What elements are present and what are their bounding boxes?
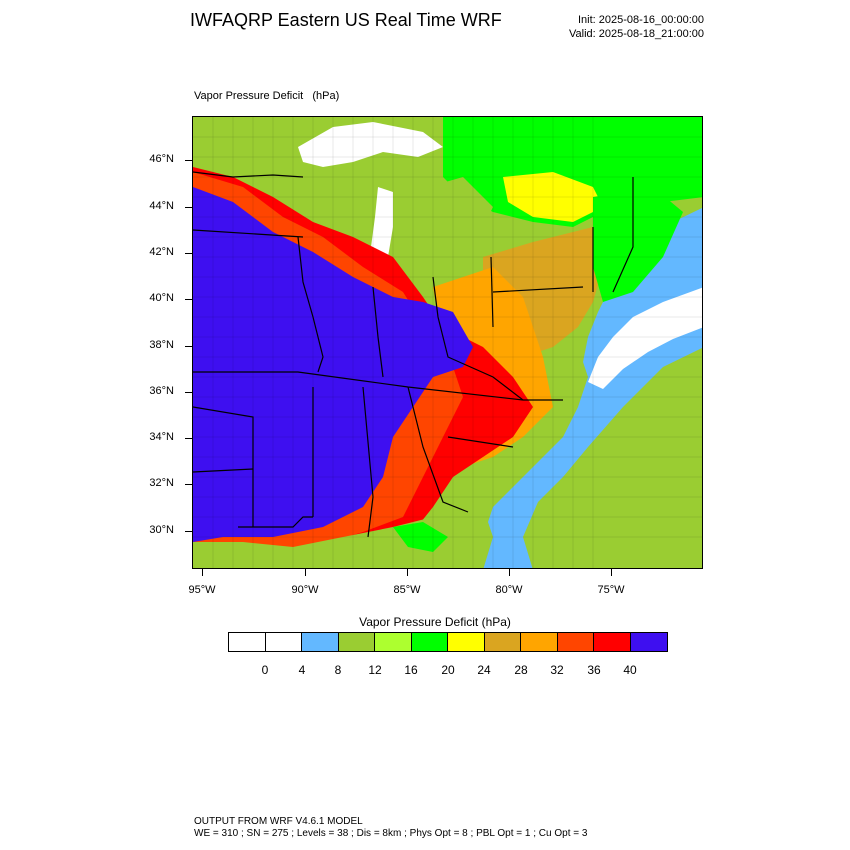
colorbar-label: 36	[587, 663, 601, 677]
lat-label-38n: 38°N	[149, 339, 174, 351]
colorbar-label: 24	[477, 663, 491, 677]
footer-line: WE = 310 ; SN = 275 ; Levels = 38 ; Dis …	[194, 828, 588, 839]
colorbar-label: 8	[334, 663, 342, 677]
footer-line: OUTPUT FROM WRF V4.6.1 MODEL	[194, 816, 363, 827]
map-panel	[192, 116, 703, 569]
lon-label-95w: 95°W	[188, 584, 216, 596]
lat-tick	[185, 253, 192, 254]
lat-tick	[185, 438, 192, 439]
colorbar-label: 32	[550, 663, 564, 677]
colorbar-box	[229, 633, 266, 651]
lat-tick	[185, 392, 192, 393]
run-time-info: Init: 2025-08-16_00:00:00 Valid: 2025-08…	[569, 13, 704, 41]
lat-tick	[185, 484, 192, 485]
colorbar-box	[557, 633, 594, 651]
field-label: Vapor Pressure Deficit (hPa)	[194, 90, 340, 102]
county-grid	[193, 117, 702, 568]
colorbar-box	[484, 633, 521, 651]
lon-tick	[509, 569, 510, 576]
lake-ontario	[518, 229, 568, 247]
colorbar	[228, 632, 668, 652]
high-vpd-core	[193, 187, 473, 542]
offshore-patch	[523, 347, 702, 568]
lat-tick	[185, 207, 192, 208]
gulf-green-patch	[393, 522, 448, 552]
colorbar-title: Vapor Pressure Deficit (hPa)	[359, 615, 511, 629]
lat-label-34n: 34°N	[149, 431, 174, 443]
colorbar-box	[594, 633, 631, 651]
state-boundaries	[193, 171, 634, 538]
lat-tick	[185, 160, 192, 161]
colorbar-label: 4	[298, 663, 306, 677]
lat-label-32n: 32°N	[149, 477, 174, 489]
lat-label-30n: 30°N	[149, 524, 174, 536]
valid-time: Valid: 2025-08-18_21:00:00	[569, 28, 704, 40]
init-time: Init: 2025-08-16_00:00:00	[578, 14, 704, 26]
lon-tick	[611, 569, 612, 576]
colorbar-label: 40	[623, 663, 637, 677]
vpd-map	[193, 117, 702, 568]
lat-label-36n: 36°N	[149, 385, 174, 397]
canada-yellow	[503, 172, 603, 222]
colorbar-box	[375, 633, 412, 651]
lat-tick	[185, 299, 192, 300]
lon-label-75w: 75°W	[597, 584, 625, 596]
lat-label-44n: 44°N	[149, 200, 174, 212]
lat-label-40n: 40°N	[149, 292, 174, 304]
colorbar-box	[265, 633, 302, 651]
model-footer: OUTPUT FROM WRF V4.6.1 MODEL WE = 310 ; …	[194, 816, 587, 840]
lon-tick	[305, 569, 306, 576]
lake-superior	[298, 122, 443, 167]
lat-tick	[185, 531, 192, 532]
colorbar-box	[302, 633, 339, 651]
colorbar-box	[338, 633, 375, 651]
colorbar-label: 16	[404, 663, 418, 677]
lon-tick	[202, 569, 203, 576]
lon-tick	[407, 569, 408, 576]
offshore-white	[588, 287, 702, 389]
colorbar-label: 0	[261, 663, 269, 677]
lat-label-46n: 46°N	[149, 153, 174, 165]
lat-tick	[185, 346, 192, 347]
colorbar-label: 12	[368, 663, 382, 677]
lake-huron	[428, 177, 493, 237]
colorbar-box	[448, 633, 485, 651]
colorbar-label: 20	[441, 663, 455, 677]
page-title: IWFAQRP Eastern US Real Time WRF	[190, 10, 502, 30]
gulf-coast	[193, 497, 493, 568]
lon-label-90w: 90°W	[291, 584, 319, 596]
lon-label-80w: 80°W	[495, 584, 523, 596]
lon-label-85w: 85°W	[393, 584, 421, 596]
colorbar-box	[630, 633, 667, 651]
new-england-green	[593, 187, 683, 302]
colorbar-box	[521, 633, 558, 651]
colorbar-box	[411, 633, 448, 651]
lat-label-42n: 42°N	[149, 246, 174, 258]
colorbar-label: 28	[514, 663, 528, 677]
